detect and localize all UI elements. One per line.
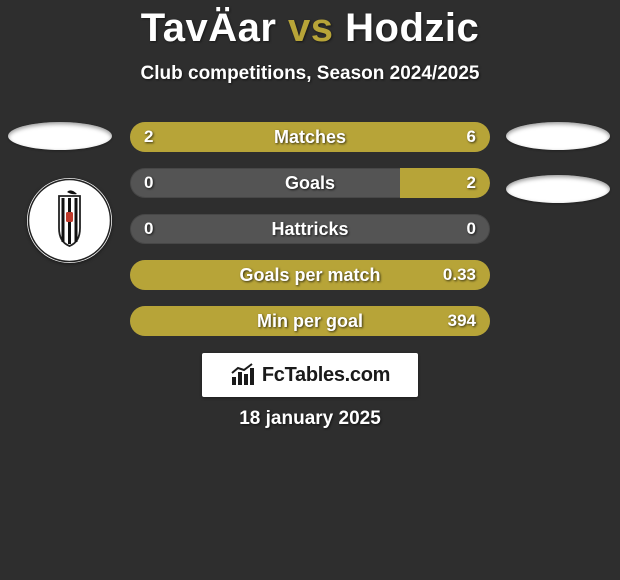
team2-logo-placeholder-1 [506, 122, 610, 150]
stat-bar: 0 0Hattricks [130, 214, 490, 244]
stat-value-left: 0 [144, 168, 153, 198]
fctables-brand-text: FcTables.com [262, 364, 390, 387]
stat-bar: 0.33Goals per match [130, 260, 490, 290]
bar-chart-icon [230, 363, 256, 387]
date-text: 18 january 2025 [0, 408, 620, 430]
fctables-logo: FcTables.com [202, 353, 418, 397]
page-title: TavÄar vs Hodzic [0, 0, 620, 51]
stat-value-right: 394 [448, 306, 476, 336]
stat-value-left: 2 [144, 122, 153, 152]
stat-bar: 26Matches [130, 122, 490, 152]
team2-logo-placeholder-2 [506, 175, 610, 203]
stat-value-left: 0 [144, 214, 153, 244]
player2-name: Hodzic [345, 6, 479, 50]
stat-bar: 394Min per goal [130, 306, 490, 336]
stat-label: Hattricks [130, 214, 490, 244]
player1-name: TavÄar [141, 6, 277, 50]
stat-value-right: 0.33 [443, 260, 476, 290]
team1-logo-placeholder [8, 122, 112, 150]
stat-value-right: 0 [467, 214, 476, 244]
stat-value-right: 2 [467, 168, 476, 198]
subtitle: Club competitions, Season 2024/2025 [0, 63, 620, 85]
stat-bars: 26Matches02Goals00Hattricks0.33Goals per… [130, 122, 490, 336]
vs-text: vs [288, 6, 334, 50]
stat-value-right: 6 [467, 122, 476, 152]
club-badge [27, 178, 112, 263]
stat-bar: 02Goals [130, 168, 490, 198]
